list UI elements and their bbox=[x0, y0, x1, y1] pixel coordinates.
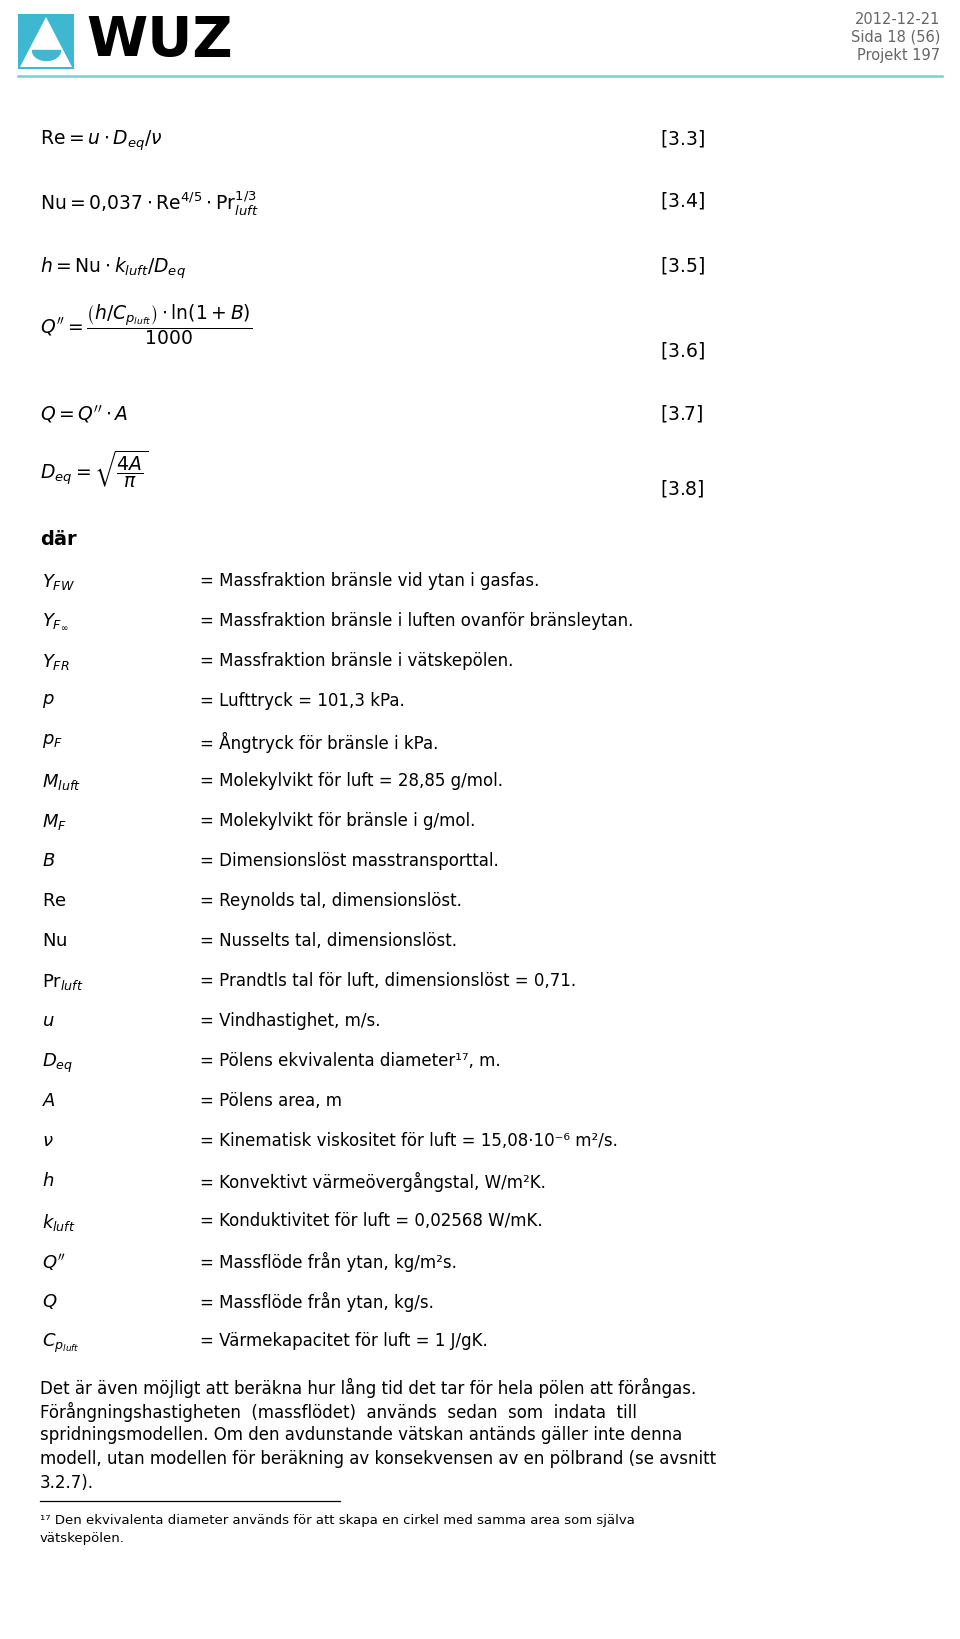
Text: $\mathrm{Re} = u \cdot D_{eq}/\nu$: $\mathrm{Re} = u \cdot D_{eq}/\nu$ bbox=[40, 128, 162, 152]
Text: = Reynolds tal, dimensionslöst.: = Reynolds tal, dimensionslöst. bbox=[200, 892, 462, 910]
Text: = Massfraktion bränsle vid ytan i gasfas.: = Massfraktion bränsle vid ytan i gasfas… bbox=[200, 572, 540, 590]
Text: $[3.8]$: $[3.8]$ bbox=[660, 477, 705, 498]
Text: = Ångtryck för bränsle i kPa.: = Ångtryck för bränsle i kPa. bbox=[200, 731, 439, 752]
Text: Förångningshastigheten  (massflödet)  används  sedan  som  indata  till: Förångningshastigheten (massflödet) anvä… bbox=[40, 1401, 636, 1421]
Text: $[3.3]$: $[3.3]$ bbox=[660, 128, 705, 149]
Text: 3.2.7).: 3.2.7). bbox=[40, 1473, 94, 1491]
Text: = Pölens ekvivalenta diameter¹⁷, m.: = Pölens ekvivalenta diameter¹⁷, m. bbox=[200, 1051, 500, 1069]
Text: = Pölens area, m: = Pölens area, m bbox=[200, 1092, 342, 1110]
Text: $B$: $B$ bbox=[42, 852, 56, 869]
Text: $M_{luft}$: $M_{luft}$ bbox=[42, 772, 81, 792]
Text: $Q''$: $Q''$ bbox=[42, 1251, 66, 1272]
Text: $[3.7]$: $[3.7]$ bbox=[660, 403, 704, 425]
Text: = Massfraktion bränsle i vätskepölen.: = Massfraktion bränsle i vätskepölen. bbox=[200, 652, 514, 670]
Text: ¹⁷ Den ekvivalenta diameter används för att skapa en cirkel med samma area som s: ¹⁷ Den ekvivalenta diameter används för … bbox=[40, 1513, 635, 1526]
Text: $D_{eq} = \sqrt{\dfrac{4A}{\pi}}$: $D_{eq} = \sqrt{\dfrac{4A}{\pi}}$ bbox=[40, 447, 149, 488]
Text: = Prandtls tal för luft, dimensionslöst = 0,71.: = Prandtls tal för luft, dimensionslöst … bbox=[200, 972, 576, 990]
Text: $\mathrm{Pr}_{luft}$: $\mathrm{Pr}_{luft}$ bbox=[42, 972, 84, 992]
Text: $h$: $h$ bbox=[42, 1172, 54, 1190]
Text: = Kinematisk viskositet för luft = 15,08·10⁻⁶ m²/s.: = Kinematisk viskositet för luft = 15,08… bbox=[200, 1131, 618, 1149]
Text: WUZ: WUZ bbox=[86, 15, 232, 67]
Text: där: där bbox=[40, 529, 77, 549]
FancyBboxPatch shape bbox=[18, 15, 74, 70]
Text: $Y_{FR}$: $Y_{FR}$ bbox=[42, 652, 70, 672]
Text: $\mathrm{Re}$: $\mathrm{Re}$ bbox=[42, 892, 66, 910]
Text: = Massfraktion bränsle i luften ovanför bränsleytan.: = Massfraktion bränsle i luften ovanför … bbox=[200, 611, 634, 629]
Text: Projekt 197: Projekt 197 bbox=[857, 48, 940, 62]
Text: spridningsmodellen. Om den avdunstande vätskan antänds gäller inte denna: spridningsmodellen. Om den avdunstande v… bbox=[40, 1426, 683, 1442]
Text: = Massflöde från ytan, kg/s.: = Massflöde från ytan, kg/s. bbox=[200, 1292, 434, 1311]
Text: = Värmekapacitet för luft = 1 J/gK.: = Värmekapacitet för luft = 1 J/gK. bbox=[200, 1331, 488, 1349]
Text: modell, utan modellen för beräkning av konsekvensen av en pölbrand (se avsnitt: modell, utan modellen för beräkning av k… bbox=[40, 1449, 716, 1467]
Text: $[3.5]$: $[3.5]$ bbox=[660, 254, 705, 275]
Text: $k_{luft}$: $k_{luft}$ bbox=[42, 1211, 76, 1233]
Text: $[3.6]$: $[3.6]$ bbox=[660, 339, 705, 361]
Text: $M_F$: $M_F$ bbox=[42, 811, 67, 831]
Text: $Q$: $Q$ bbox=[42, 1292, 58, 1310]
Text: Det är även möjligt att beräkna hur lång tid det tar för hela pölen att förångas: Det är även möjligt att beräkna hur lång… bbox=[40, 1377, 696, 1396]
Text: = Massflöde från ytan, kg/m²s.: = Massflöde från ytan, kg/m²s. bbox=[200, 1251, 457, 1272]
Text: $\nu$: $\nu$ bbox=[42, 1131, 54, 1149]
Text: = Dimensionslöst masstransporttal.: = Dimensionslöst masstransporttal. bbox=[200, 852, 499, 869]
Text: $A$: $A$ bbox=[42, 1092, 56, 1110]
Text: $p_F$: $p_F$ bbox=[42, 731, 62, 749]
Text: $Q'' = \dfrac{\left(h/C_{p_{luft}}\right) \cdot \ln(1 + B)}{1000}$: $Q'' = \dfrac{\left(h/C_{p_{luft}}\right… bbox=[40, 302, 252, 347]
Text: $Y_{F_\infty}$: $Y_{F_\infty}$ bbox=[42, 611, 69, 631]
Text: $\mathrm{Nu} = 0{,}037 \cdot \mathrm{Re}^{4/5} \cdot \mathrm{Pr}_{luft}^{1/3}$: $\mathrm{Nu} = 0{,}037 \cdot \mathrm{Re}… bbox=[40, 190, 259, 218]
Polygon shape bbox=[20, 18, 72, 67]
Text: vätskepölen.: vätskepölen. bbox=[40, 1531, 125, 1544]
Text: $\mathrm{Nu}$: $\mathrm{Nu}$ bbox=[42, 931, 67, 949]
Text: $[3.4]$: $[3.4]$ bbox=[660, 190, 705, 211]
Text: $Y_{FW}$: $Y_{FW}$ bbox=[42, 572, 75, 592]
Text: = Konvektivt värmeövergångstal, W/m²K.: = Konvektivt värmeövergångstal, W/m²K. bbox=[200, 1172, 546, 1192]
Text: = Molekylvikt för luft = 28,85 g/mol.: = Molekylvikt för luft = 28,85 g/mol. bbox=[200, 772, 503, 790]
Text: = Lufttryck = 101,3 kPa.: = Lufttryck = 101,3 kPa. bbox=[200, 692, 405, 710]
Text: $C_{p_{luft}}$: $C_{p_{luft}}$ bbox=[42, 1331, 80, 1354]
Text: $D_{eq}$: $D_{eq}$ bbox=[42, 1051, 73, 1075]
Text: 2012-12-21: 2012-12-21 bbox=[854, 11, 940, 26]
Text: $Q = Q'' \cdot A$: $Q = Q'' \cdot A$ bbox=[40, 403, 129, 425]
Text: = Molekylvikt för bränsle i g/mol.: = Molekylvikt för bränsle i g/mol. bbox=[200, 811, 475, 829]
Text: = Konduktivitet för luft = 0,02568 W/mK.: = Konduktivitet för luft = 0,02568 W/mK. bbox=[200, 1211, 542, 1229]
Text: Sida 18 (56): Sida 18 (56) bbox=[851, 30, 940, 44]
Text: = Nusselts tal, dimensionslöst.: = Nusselts tal, dimensionslöst. bbox=[200, 931, 457, 949]
Text: $h = \mathrm{Nu} \cdot k_{luft} / D_{eq}$: $h = \mathrm{Nu} \cdot k_{luft} / D_{eq}… bbox=[40, 254, 186, 280]
Text: = Vindhastighet, m/s.: = Vindhastighet, m/s. bbox=[200, 1011, 380, 1029]
Text: $u$: $u$ bbox=[42, 1011, 55, 1029]
Text: $p$: $p$ bbox=[42, 692, 55, 710]
